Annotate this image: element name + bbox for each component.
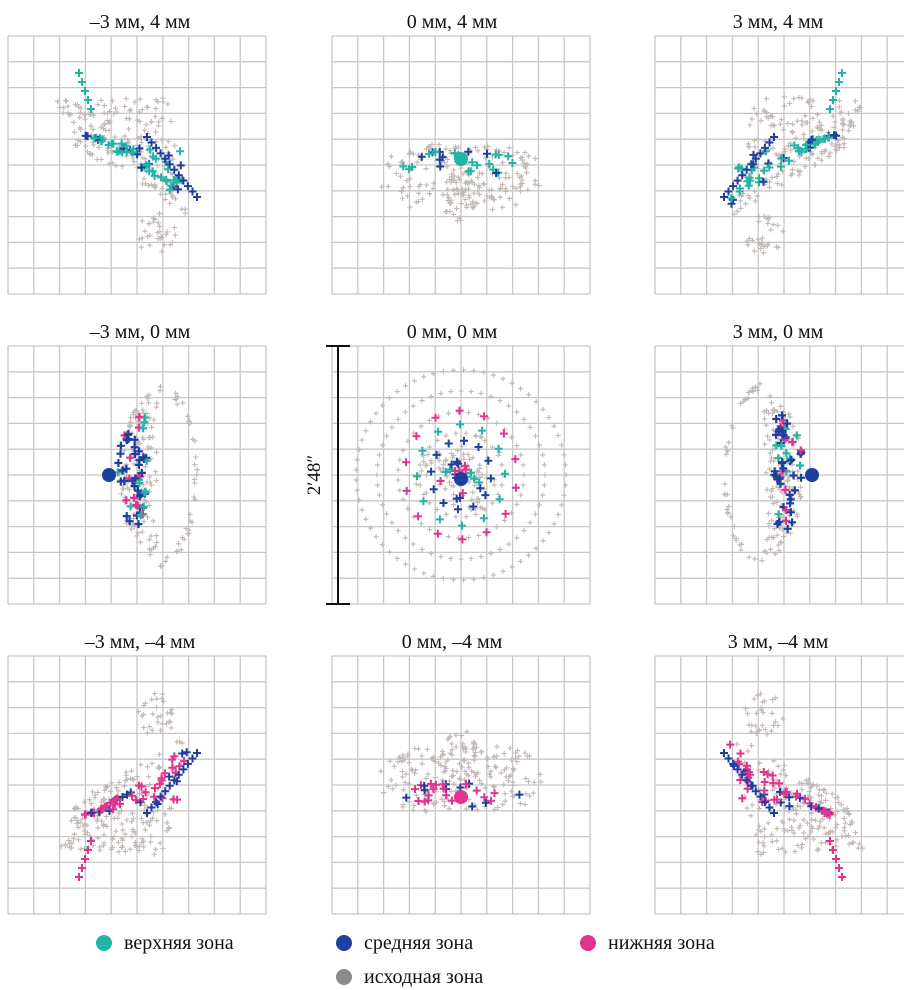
panel-title: –3 мм, 4 мм [89, 11, 191, 33]
panel-title: 0 мм, –4 мм [402, 631, 503, 653]
spot-points [721, 381, 819, 564]
legend: верхняя зона средняя зона нижняя зона ис… [0, 922, 904, 990]
scale-bar: 2′48″ [304, 345, 350, 605]
panel-title: 0 мм, 4 мм [407, 11, 498, 33]
spot-points [102, 384, 200, 569]
spot-panel [7, 35, 267, 295]
legend-label-base: исходная зона [364, 965, 484, 988]
legend-swatch-base [336, 969, 352, 985]
spot-panel [331, 35, 591, 295]
spot-panel [654, 35, 904, 295]
legend-label-mid: средняя зона [364, 931, 474, 954]
legend-item-low: нижняя зона [580, 930, 715, 956]
panel-title: –3 мм, –4 мм [84, 631, 196, 653]
legend-swatch-low [580, 935, 596, 951]
spot-points [378, 729, 544, 815]
legend-item-top: верхняя зона [96, 930, 234, 956]
spot-panel [7, 345, 267, 605]
panel-title: 3 мм, –4 мм [728, 631, 829, 653]
spot-diagram-figure: –3 мм, 4 мм 0 мм, 4 мм 3 мм, 4 мм –3 мм, 0 … [7, 11, 904, 915]
legend-label-top: верхняя зона [124, 931, 234, 954]
spot-points [720, 69, 863, 256]
spot-points [58, 691, 201, 881]
panel-grid [331, 35, 591, 295]
spot-panel [7, 655, 267, 915]
panel-grid [7, 35, 267, 295]
panel-title: 3 мм, 4 мм [733, 11, 824, 33]
spot-panel [654, 655, 904, 915]
spot-points [379, 141, 542, 224]
spot-points [55, 69, 201, 255]
panel-grid [7, 655, 267, 915]
panel-grid [654, 655, 904, 915]
spot-points [720, 691, 866, 881]
spot-panel [331, 345, 591, 605]
legend-item-mid: средняя зона [336, 930, 473, 956]
panel-grid [654, 345, 904, 605]
panel-title: –3 мм, 0 мм [89, 321, 191, 343]
legend-label-low: нижняя зона [608, 931, 715, 954]
scale-bar-label: 2′48″ [304, 455, 325, 496]
legend-swatch-mid [336, 935, 352, 951]
legend-item-base: исходная зона [336, 964, 483, 990]
spot-points [353, 367, 569, 583]
legend-swatch-top [96, 935, 112, 951]
panel-grid [331, 655, 591, 915]
panel-title: 3 мм, 0 мм [733, 321, 824, 343]
spot-panel [331, 655, 591, 915]
panel-grid [654, 35, 904, 295]
panel-title: 0 мм, 0 мм [407, 321, 498, 343]
spot-panel [654, 345, 904, 605]
